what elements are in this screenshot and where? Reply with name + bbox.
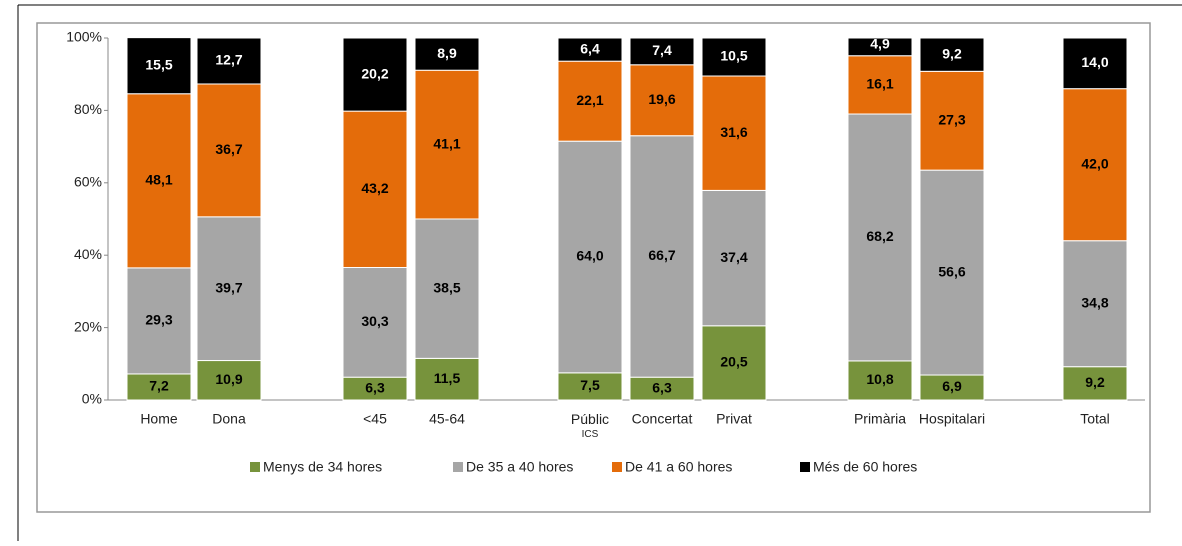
y-tick-label: 40% — [74, 246, 102, 262]
bar-segment — [847, 37, 913, 57]
x-tick-label: Total — [1080, 411, 1110, 427]
legend-swatch — [453, 462, 463, 472]
bar-segment — [701, 37, 767, 77]
value-label: 68,2 — [866, 228, 893, 244]
y-tick-label: 80% — [74, 101, 102, 117]
value-label: 36,7 — [215, 141, 242, 157]
value-label: 31,6 — [720, 124, 747, 140]
value-label: 6,3 — [652, 379, 672, 395]
value-label: 10,9 — [215, 371, 242, 387]
value-label: 42,0 — [1081, 155, 1108, 171]
x-tick-label: Home — [140, 411, 178, 427]
value-label: 14,0 — [1081, 54, 1108, 70]
value-label: 7,4 — [652, 42, 672, 58]
legend-label: De 35 a 40 hores — [466, 459, 573, 475]
bar-segment — [1062, 37, 1128, 90]
bar-segment — [196, 216, 262, 362]
bar-segment — [847, 113, 913, 362]
value-label: 16,1 — [866, 76, 893, 92]
value-label: 12,7 — [215, 52, 242, 68]
value-label: 43,2 — [361, 180, 388, 196]
value-label: 27,3 — [938, 111, 965, 127]
value-label: 56,6 — [938, 263, 965, 279]
value-label: 34,8 — [1081, 294, 1108, 310]
bar-segment — [342, 37, 408, 112]
legend-label: Més de 60 hores — [813, 459, 917, 475]
value-label: 11,5 — [434, 370, 461, 386]
value-label: 41,1 — [433, 135, 460, 151]
legend-swatch — [612, 462, 622, 472]
bar-segment — [919, 374, 985, 401]
bar-segment — [1062, 88, 1128, 242]
value-label: 22,1 — [576, 92, 603, 108]
y-tick-label: 20% — [74, 318, 102, 334]
bar-segment — [701, 325, 767, 401]
y-tick-label: 100% — [66, 29, 102, 45]
legend-label: De 41 a 60 hores — [625, 459, 732, 475]
bar-segment — [126, 93, 192, 269]
bar-segment — [919, 70, 985, 171]
bar-segment — [342, 267, 408, 378]
x-tick-label: Privat — [716, 411, 752, 427]
value-label: 7,2 — [149, 378, 169, 394]
value-label: 9,2 — [942, 45, 962, 61]
bar-segment — [1062, 240, 1128, 368]
value-label: 48,1 — [145, 172, 172, 188]
y-tick-label: 0% — [82, 391, 102, 407]
value-label: 38,5 — [433, 279, 460, 295]
value-label: 37,4 — [720, 249, 747, 265]
value-label: 4,9 — [870, 36, 890, 52]
value-label: 15,5 — [145, 56, 172, 72]
x-tick-label: Primària — [854, 411, 906, 427]
y-tick-label: 60% — [74, 174, 102, 190]
legend-label: Menys de 34 hores — [263, 459, 382, 475]
x-tick-label: Hospitalari — [919, 411, 985, 427]
bar-segment — [557, 140, 623, 374]
bar-segment — [196, 37, 262, 85]
x-tick-label: Concertat — [632, 411, 693, 427]
bar-segment — [919, 37, 985, 72]
bar-segment — [414, 357, 480, 401]
value-label: 29,3 — [145, 312, 172, 328]
bar-segment — [629, 135, 695, 378]
x-tick-label: Dona — [212, 411, 246, 427]
value-label: 6,3 — [365, 379, 385, 395]
bar-segment — [557, 60, 623, 142]
x-tick-label: Públic ICS — [571, 411, 609, 440]
value-label: 20,2 — [361, 65, 388, 81]
bar-segment — [557, 37, 623, 62]
bar-segment — [196, 360, 262, 401]
value-label: 19,6 — [648, 91, 675, 107]
value-label: 10,8 — [866, 371, 893, 387]
value-label: 6,4 — [580, 40, 600, 56]
value-label: 6,9 — [942, 378, 962, 394]
bar-segment — [126, 37, 192, 95]
value-label: 66,7 — [648, 247, 675, 263]
legend-swatch — [800, 462, 810, 472]
value-label: 30,3 — [361, 313, 388, 329]
value-label: 8,9 — [437, 45, 457, 61]
bar-segment — [414, 218, 480, 359]
bar-segment — [629, 37, 695, 66]
legend-swatch — [250, 462, 260, 472]
value-label: 20,5 — [720, 354, 747, 370]
value-label: 7,5 — [580, 377, 600, 393]
bar-segment — [847, 360, 913, 401]
bar-segment — [701, 189, 767, 327]
bar-segment — [414, 69, 480, 220]
bar-segment — [919, 169, 985, 376]
value-label: 64,0 — [576, 248, 603, 264]
bar-segment — [414, 37, 480, 71]
x-tick-label: 45-64 — [429, 411, 465, 427]
bar-segment — [701, 75, 767, 191]
value-label: 9,2 — [1085, 374, 1105, 390]
bar-segment — [126, 267, 192, 375]
value-label: 10,5 — [720, 48, 747, 64]
bar-segment — [196, 83, 262, 218]
x-tick-label: <45 — [363, 411, 387, 427]
value-label: 39,7 — [215, 279, 242, 295]
bar-segment — [557, 372, 623, 401]
bar-segment — [629, 64, 695, 137]
